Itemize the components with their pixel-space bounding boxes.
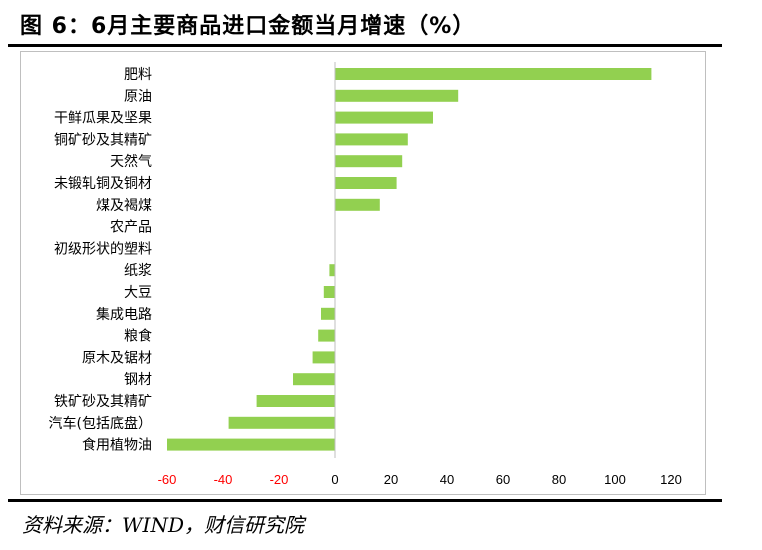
x-tick-label: 0 bbox=[331, 472, 338, 487]
bottom-rule bbox=[8, 499, 722, 502]
bar-6 bbox=[335, 198, 380, 211]
bar-0 bbox=[335, 68, 652, 80]
bar-1 bbox=[335, 89, 459, 102]
category-label: 钢材 bbox=[124, 372, 152, 388]
category-label: 初级形状的塑料 bbox=[54, 240, 152, 257]
category-label: 纸浆 bbox=[124, 263, 152, 279]
bar-12 bbox=[318, 329, 335, 342]
category-label: 肥料 bbox=[124, 67, 152, 83]
x-tick-label: -20 bbox=[270, 472, 289, 487]
category-label: 天然气 bbox=[110, 153, 152, 170]
category-label: 铜矿砂及其精矿 bbox=[54, 132, 152, 148]
x-tick-label: 80 bbox=[552, 472, 566, 487]
bar-5 bbox=[335, 177, 397, 189]
bar-2 bbox=[335, 111, 433, 124]
chart-frame bbox=[20, 51, 706, 495]
bar-14 bbox=[293, 373, 335, 386]
chart-title: 图 6：6月主要商品进口金额当月增速（%） bbox=[20, 14, 476, 39]
category-label: 未锻轧铜及铜材 bbox=[54, 176, 152, 192]
bar-group bbox=[167, 68, 652, 451]
x-tick-label: 20 bbox=[384, 472, 398, 487]
x-tick-label: 60 bbox=[496, 472, 510, 487]
top-rule bbox=[8, 44, 722, 47]
category-label: 铁矿砂及其精矿 bbox=[54, 394, 152, 410]
x-tick-label: 40 bbox=[440, 472, 454, 487]
category-label: 汽车(包括底盘） bbox=[49, 415, 152, 432]
bar-15 bbox=[256, 395, 335, 407]
category-label: 原油 bbox=[124, 89, 152, 105]
x-tick-label: -60 bbox=[158, 472, 177, 487]
category-label: 农产品 bbox=[110, 220, 152, 236]
source-note: 资料来源：WIND，财信研究院 bbox=[22, 513, 304, 537]
bar-11 bbox=[321, 307, 335, 320]
category-label: 集成电路 bbox=[96, 306, 152, 323]
category-label: 粮食 bbox=[124, 328, 152, 345]
x-tick-label: 100 bbox=[604, 472, 626, 487]
bar-17 bbox=[167, 438, 335, 451]
x-tick-label: -40 bbox=[214, 472, 233, 487]
bar-3 bbox=[335, 133, 408, 146]
category-label: 食用植物油 bbox=[82, 437, 152, 454]
category-labels: 肥料原油干鲜瓜果及坚果铜矿砂及其精矿天然气未锻轧铜及铜材煤及褐煤农产品初级形状的… bbox=[49, 67, 152, 454]
category-label: 干鲜瓜果及坚果 bbox=[54, 111, 152, 127]
bar-4 bbox=[335, 155, 403, 168]
category-label: 原木及锯材 bbox=[82, 350, 152, 366]
bar-13 bbox=[312, 351, 335, 364]
x-tick-label: 120 bbox=[660, 472, 682, 487]
category-label: 大豆 bbox=[124, 285, 152, 301]
x-tick-labels: -60 -40 -20 0 20 40 60 80 100 120 bbox=[158, 472, 682, 487]
bar-9 bbox=[329, 264, 335, 277]
category-label: 煤及褐煤 bbox=[96, 198, 152, 214]
bar-16 bbox=[228, 416, 335, 429]
bar-10 bbox=[323, 286, 335, 298]
